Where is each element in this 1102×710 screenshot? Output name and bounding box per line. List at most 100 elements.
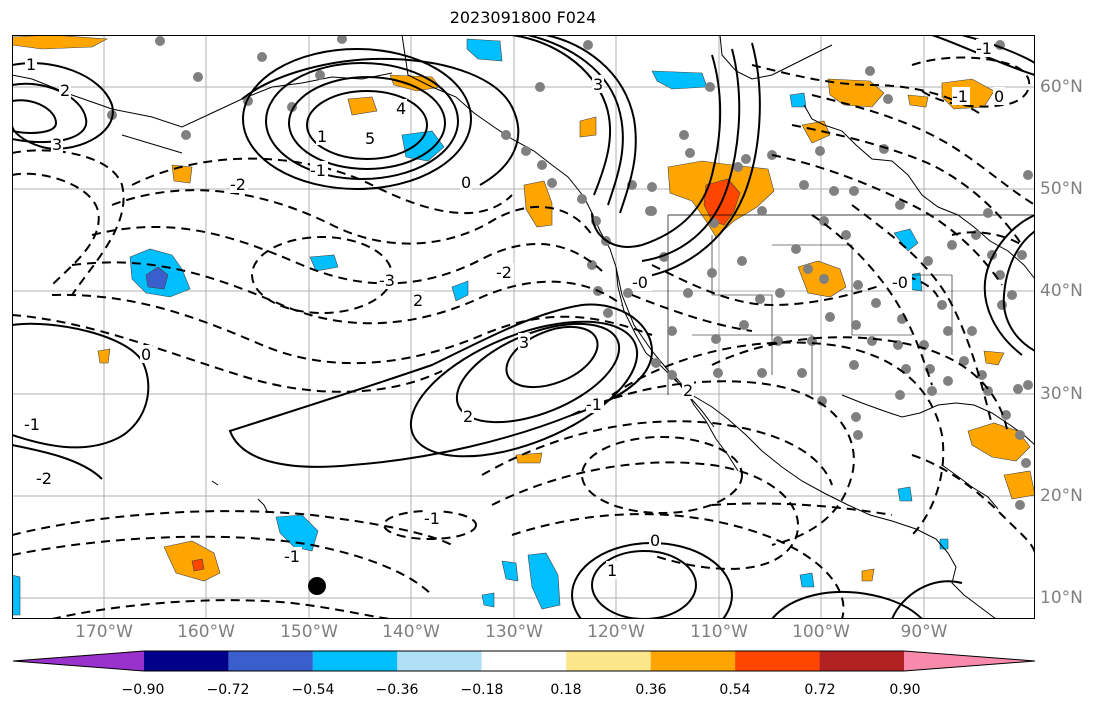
contour-label: 0 [994,87,1004,106]
colorbar-segment [819,651,904,671]
contour-label: 0 [650,531,660,550]
contour-label: 5 [365,129,375,148]
strong-negative-anomaly [145,266,169,290]
colorbar-tick-label: −0.72 [206,682,250,698]
positive-anomaly [861,568,875,582]
colorbar [12,650,1036,672]
positive-anomaly [12,35,109,50]
colorbar-outline [12,650,1036,672]
negative-anomaly [527,552,561,610]
lon-label: 140°W [382,622,440,642]
positive-anomaly [523,180,553,228]
contour-label: -2 [496,263,512,282]
colorbar-segment [397,651,482,671]
contour-label: 1 [26,55,36,74]
colorbar-tick-label: −0.18 [460,682,504,698]
contour-label: 0 [461,173,471,192]
negative-anomaly [401,130,445,162]
lat-label: 30°N [1040,384,1083,404]
lon-label: 160°W [177,622,235,642]
contour-label: 1 [607,561,617,580]
contour-label: -1 [976,39,992,58]
colorbar-segment [904,651,1035,671]
negative-anomaly [12,574,21,616]
negative-anomaly [481,592,495,608]
contour-label: -1 [310,161,326,180]
negative-anomaly [451,280,469,302]
positive-anomaly [347,96,378,116]
negative-contours [12,56,1035,619]
positive-contours [12,35,1035,619]
contour-label: -1 [586,395,602,414]
map-frame [12,35,1035,619]
positive-anomaly [827,78,885,108]
positive-anomaly [171,164,193,184]
strong-positive-anomaly [191,558,205,572]
contour-label: 3 [52,135,62,154]
colorbar-segment [735,651,820,671]
positive-anomaly [907,94,929,108]
contour-label: -3 [379,271,395,290]
positive-anomaly [801,120,831,144]
contour-label: -2 [230,175,246,194]
contour-label: 2 [60,81,70,100]
colorbar-tick-label: 0.36 [635,682,667,698]
colorbar-segment [144,651,229,671]
contour-label: -0 [632,273,648,292]
storm-center-marker [308,577,326,595]
map-title: 2023091800 F024 [449,8,597,27]
colorbar-tick-label: 0.54 [719,682,751,698]
contour-label: 3 [593,75,603,94]
positive-anomaly [515,452,543,464]
lon-label: 170°W [75,622,133,642]
colorbar-tick-label: −0.90 [121,682,165,698]
positive-anomaly [967,422,1031,462]
lon-label: 150°W [280,622,338,642]
contour-label: -1 [284,547,300,566]
lat-label: 20°N [1040,486,1083,506]
contour-label: 4 [396,99,406,118]
negative-anomaly [799,572,815,588]
lon-label: 100°W [792,622,850,642]
contour-label: 2 [683,381,693,400]
negative-anomaly [789,92,807,108]
colorbar-tick-label: 0.90 [889,682,921,698]
colorbar-segment [228,651,313,671]
contour-label: 0 [141,345,151,364]
colorbar-tick-label: −0.36 [375,682,419,698]
colorbar-tick-label: 0.72 [804,682,836,698]
positive-anomaly [97,348,111,364]
negative-anomaly [309,254,339,272]
colorbar-segment [312,651,398,671]
contour-label: -1 [952,87,968,106]
positive-anomaly [579,116,597,138]
lat-label: 50°N [1040,179,1083,199]
contour-label: 2 [463,407,473,426]
negative-anomaly [501,560,519,582]
weather-map: 1 2 3 4 5 0 -1 -2 -3 1 2 3 0 -0 -2 -1 -1… [12,35,1035,619]
contour-label: -1 [424,509,440,528]
lat-label: 10°N [1040,588,1083,608]
positive-anomaly [1003,470,1035,500]
contour-labels: 1 2 3 4 5 0 -1 -2 -3 1 2 3 0 -0 -2 -1 -1… [24,39,1005,580]
positive-anomaly [983,350,1005,366]
colorbar-tick-label: −0.54 [291,682,335,698]
lon-label: 90°W [900,622,948,642]
colorbar-segment [650,651,736,671]
negative-anomaly [897,486,913,502]
contour-label: -2 [36,469,52,488]
contour-label: -0 [892,273,908,292]
lon-label: 110°W [690,622,748,642]
negative-anomaly [466,38,503,62]
contour-label: 3 [519,333,529,352]
lon-label: 130°W [485,622,543,642]
negative-anomaly [651,70,708,90]
lat-label: 40°N [1040,281,1083,301]
contour-label: 1 [317,127,327,146]
contour-label: -1 [24,415,40,434]
lat-label: 60°N [1040,77,1083,97]
colorbar-segment [566,651,651,671]
colorbar-tick-label: 0.18 [550,682,582,698]
colorbar-segment [13,651,144,671]
colorbar-segment [481,651,567,671]
